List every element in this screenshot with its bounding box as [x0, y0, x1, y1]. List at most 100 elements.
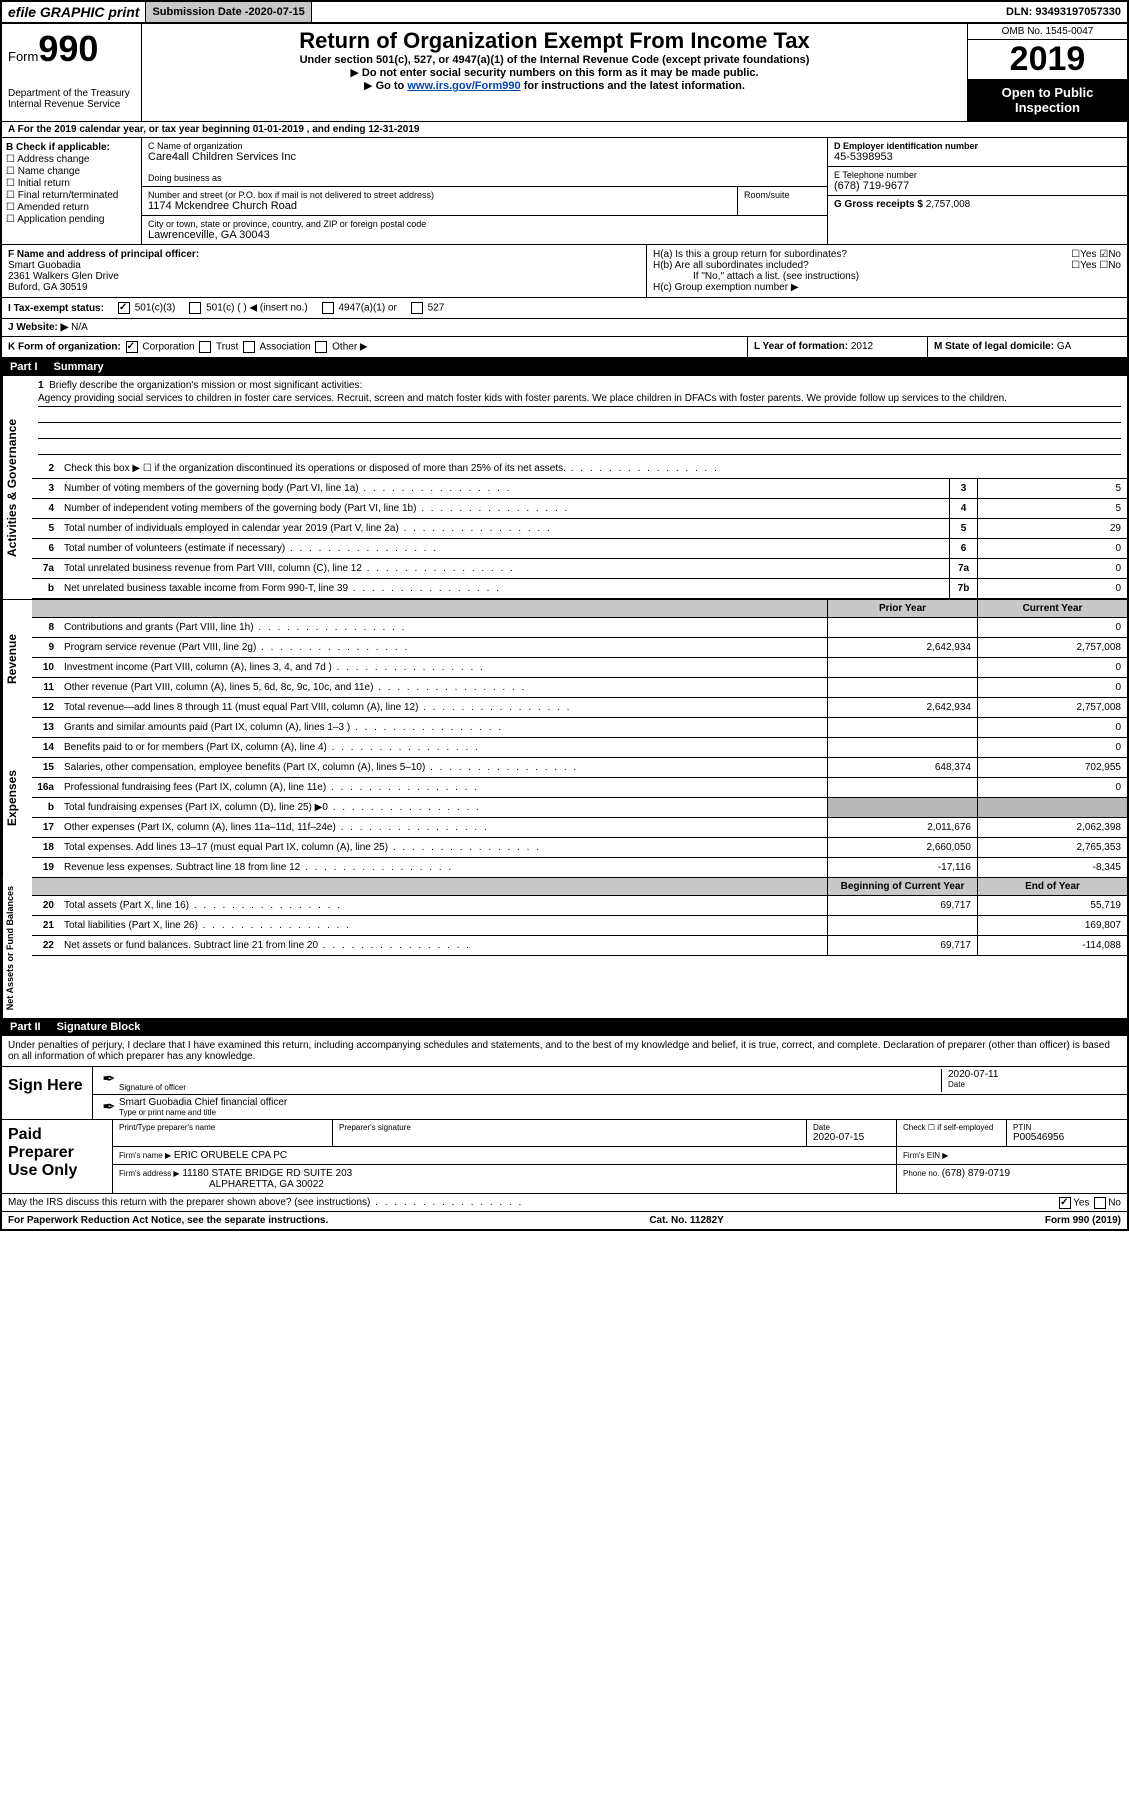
box-d-ein: D Employer identification number 45-5398… [828, 138, 1127, 167]
line-14: 14Benefits paid to or for members (Part … [32, 738, 1127, 758]
row-k-formorg: K Form of organization: Corporation Trus… [2, 337, 747, 357]
sig-arrow-icon: ✒ [99, 1097, 119, 1117]
row-j-website: J Website: ▶ N/A [2, 319, 1127, 337]
line-18: 18Total expenses. Add lines 13–17 (must … [32, 838, 1127, 858]
line-13: 13Grants and similar amounts paid (Part … [32, 718, 1127, 738]
prep-ptin: P00546956 [1013, 1132, 1121, 1143]
box-g-gross: G Gross receipts $ 2,757,008 [828, 196, 1127, 213]
room-label: Room/suite [744, 190, 821, 200]
part-2-header: Part II Signature Block [2, 1018, 1127, 1036]
sig-name-title: Smart Guobadia Chief financial officer [119, 1097, 1121, 1108]
line-8: 8Contributions and grants (Part VIII, li… [32, 618, 1127, 638]
prep-date: 2020-07-15 [813, 1132, 890, 1143]
row-l-year: L Year of formation: 2012 [747, 337, 927, 357]
colhdr-prior-current: Prior Year Current Year [32, 600, 1127, 618]
chk-app-pending[interactable]: Application pending [6, 214, 137, 225]
form-header: Form990 Department of the Treasury Inter… [2, 24, 1127, 122]
tax-year: 2019 [968, 40, 1127, 79]
line-19: 19Revenue less expenses. Subtract line 1… [32, 858, 1127, 878]
chk-501c3[interactable] [118, 302, 130, 314]
chk-discuss-no[interactable] [1094, 1197, 1106, 1209]
irs-link[interactable]: www.irs.gov/Form990 [407, 80, 520, 92]
vlabel-netassets: Net Assets or Fund Balances [2, 878, 32, 1018]
paid-preparer-label: Paid Preparer Use Only [2, 1120, 112, 1193]
form-subtitle: Under section 501(c), 527, or 4947(a)(1)… [300, 54, 810, 66]
colhdr-begin-end: Beginning of Current Year End of Year [32, 878, 1127, 896]
form-word: Form [8, 49, 38, 64]
line-20: 20Total assets (Part X, line 16)69,71755… [32, 896, 1127, 916]
box-e-phone: E Telephone number (678) 719-9677 [828, 167, 1127, 196]
chk-trust[interactable] [199, 341, 211, 353]
sig-arrow-icon: ✒ [99, 1069, 119, 1092]
part-1-header: Part I Summary [2, 358, 1127, 376]
line-21: 21Total liabilities (Part X, line 26)169… [32, 916, 1127, 936]
firm-ein: Firm's EIN ▶ [903, 1151, 948, 1160]
prep-name-hdr: Print/Type preparer's name [119, 1123, 326, 1132]
chk-name-change[interactable]: Name change [6, 166, 137, 177]
line-3: 3Number of voting members of the governi… [32, 479, 1127, 499]
firm-phone: (678) 879-0719 [942, 1168, 1010, 1179]
sig-declaration: Under penalties of perjury, I declare th… [2, 1036, 1127, 1067]
dept-irs: Internal Revenue Service [8, 99, 135, 110]
prep-self-emp: Check ☐ if self-employed [903, 1123, 1000, 1132]
line-b: bTotal fundraising expenses (Part IX, co… [32, 798, 1127, 818]
line-1-mission: 1 Briefly describe the organization's mi… [32, 376, 1127, 459]
row-i-taxexempt: I Tax-exempt status: 501(c)(3) 501(c) ( … [2, 298, 647, 318]
chk-527[interactable] [411, 302, 423, 314]
firm-addr: 11180 STATE BRIDGE RD SUITE 203 [182, 1168, 352, 1179]
chk-other[interactable] [315, 341, 327, 353]
instr-ssn: Do not enter social security numbers on … [362, 67, 759, 79]
line-2: 2Check this box ▶ ☐ if the organization … [32, 459, 1127, 479]
chk-4947[interactable] [322, 302, 334, 314]
efile-label: efile GRAPHIC print [2, 2, 146, 22]
line-6: 6Total number of volunteers (estimate if… [32, 539, 1127, 559]
org-address: 1174 Mckendree Church Road [148, 200, 731, 212]
vlabel-governance: Activities & Governance [2, 376, 32, 599]
discuss-row: May the IRS discuss this return with the… [2, 1194, 1127, 1212]
box-h: H(a) Is this a group return for subordin… [647, 245, 1127, 297]
prep-sig-hdr: Preparer's signature [339, 1123, 800, 1132]
open-inspection: Open to Public Inspection [968, 79, 1127, 121]
page-footer: For Paperwork Reduction Act Notice, see … [2, 1212, 1127, 1229]
box-c-city: City or town, state or province, country… [142, 216, 827, 244]
line-11: 11Other revenue (Part VIII, column (A), … [32, 678, 1127, 698]
line-b: bNet unrelated business taxable income f… [32, 579, 1127, 599]
row-m-state: M State of legal domicile: GA [927, 337, 1127, 357]
submission-date: Submission Date - 2020-07-15 [146, 2, 311, 22]
chk-amended[interactable]: Amended return [6, 202, 137, 213]
line-16a: 16aProfessional fundraising fees (Part I… [32, 778, 1127, 798]
chk-assoc[interactable] [243, 341, 255, 353]
chk-corp[interactable] [126, 341, 138, 353]
chk-initial-return[interactable]: Initial return [6, 178, 137, 189]
line-15: 15Salaries, other compensation, employee… [32, 758, 1127, 778]
chk-discuss-yes[interactable] [1059, 1197, 1071, 1209]
line-17: 17Other expenses (Part IX, column (A), l… [32, 818, 1127, 838]
firm-name: ERIC ORUBELE CPA PC [174, 1150, 287, 1161]
row-a-period: A For the 2019 calendar year, or tax yea… [2, 122, 1127, 138]
vlabel-revenue: Revenue [2, 600, 32, 718]
box-c-name: C Name of organization Care4all Children… [142, 138, 827, 187]
chk-final-return[interactable]: Final return/terminated [6, 190, 137, 201]
addr-label: Number and street (or P.O. box if mail i… [148, 190, 731, 200]
dln: DLN: 93493197057330 [1000, 2, 1127, 22]
line-5: 5Total number of individuals employed in… [32, 519, 1127, 539]
form-title: Return of Organization Exempt From Incom… [148, 28, 961, 54]
line-7a: 7aTotal unrelated business revenue from … [32, 559, 1127, 579]
line-12: 12Total revenue—add lines 8 through 11 (… [32, 698, 1127, 718]
vlabel-expenses: Expenses [2, 718, 32, 878]
line-10: 10Investment income (Part VIII, column (… [32, 658, 1127, 678]
chk-address-change[interactable]: Address change [6, 154, 137, 165]
dept-treasury: Department of the Treasury [8, 88, 135, 99]
form-number: 990 [38, 28, 98, 69]
sign-here-label: Sign Here [2, 1067, 92, 1119]
box-f-officer: F Name and address of principal officer:… [2, 245, 647, 297]
sig-date: 2020-07-11 [948, 1069, 1121, 1080]
line-4: 4Number of independent voting members of… [32, 499, 1127, 519]
sig-officer-label: Signature of officer [119, 1083, 941, 1092]
box-b: B Check if applicable: Address change Na… [2, 138, 142, 244]
omb-number: OMB No. 1545-0047 [968, 24, 1127, 40]
line-22: 22Net assets or fund balances. Subtract … [32, 936, 1127, 956]
chk-501c[interactable] [189, 302, 201, 314]
line-9: 9Program service revenue (Part VIII, lin… [32, 638, 1127, 658]
top-bar: efile GRAPHIC print Submission Date - 20… [0, 0, 1129, 24]
